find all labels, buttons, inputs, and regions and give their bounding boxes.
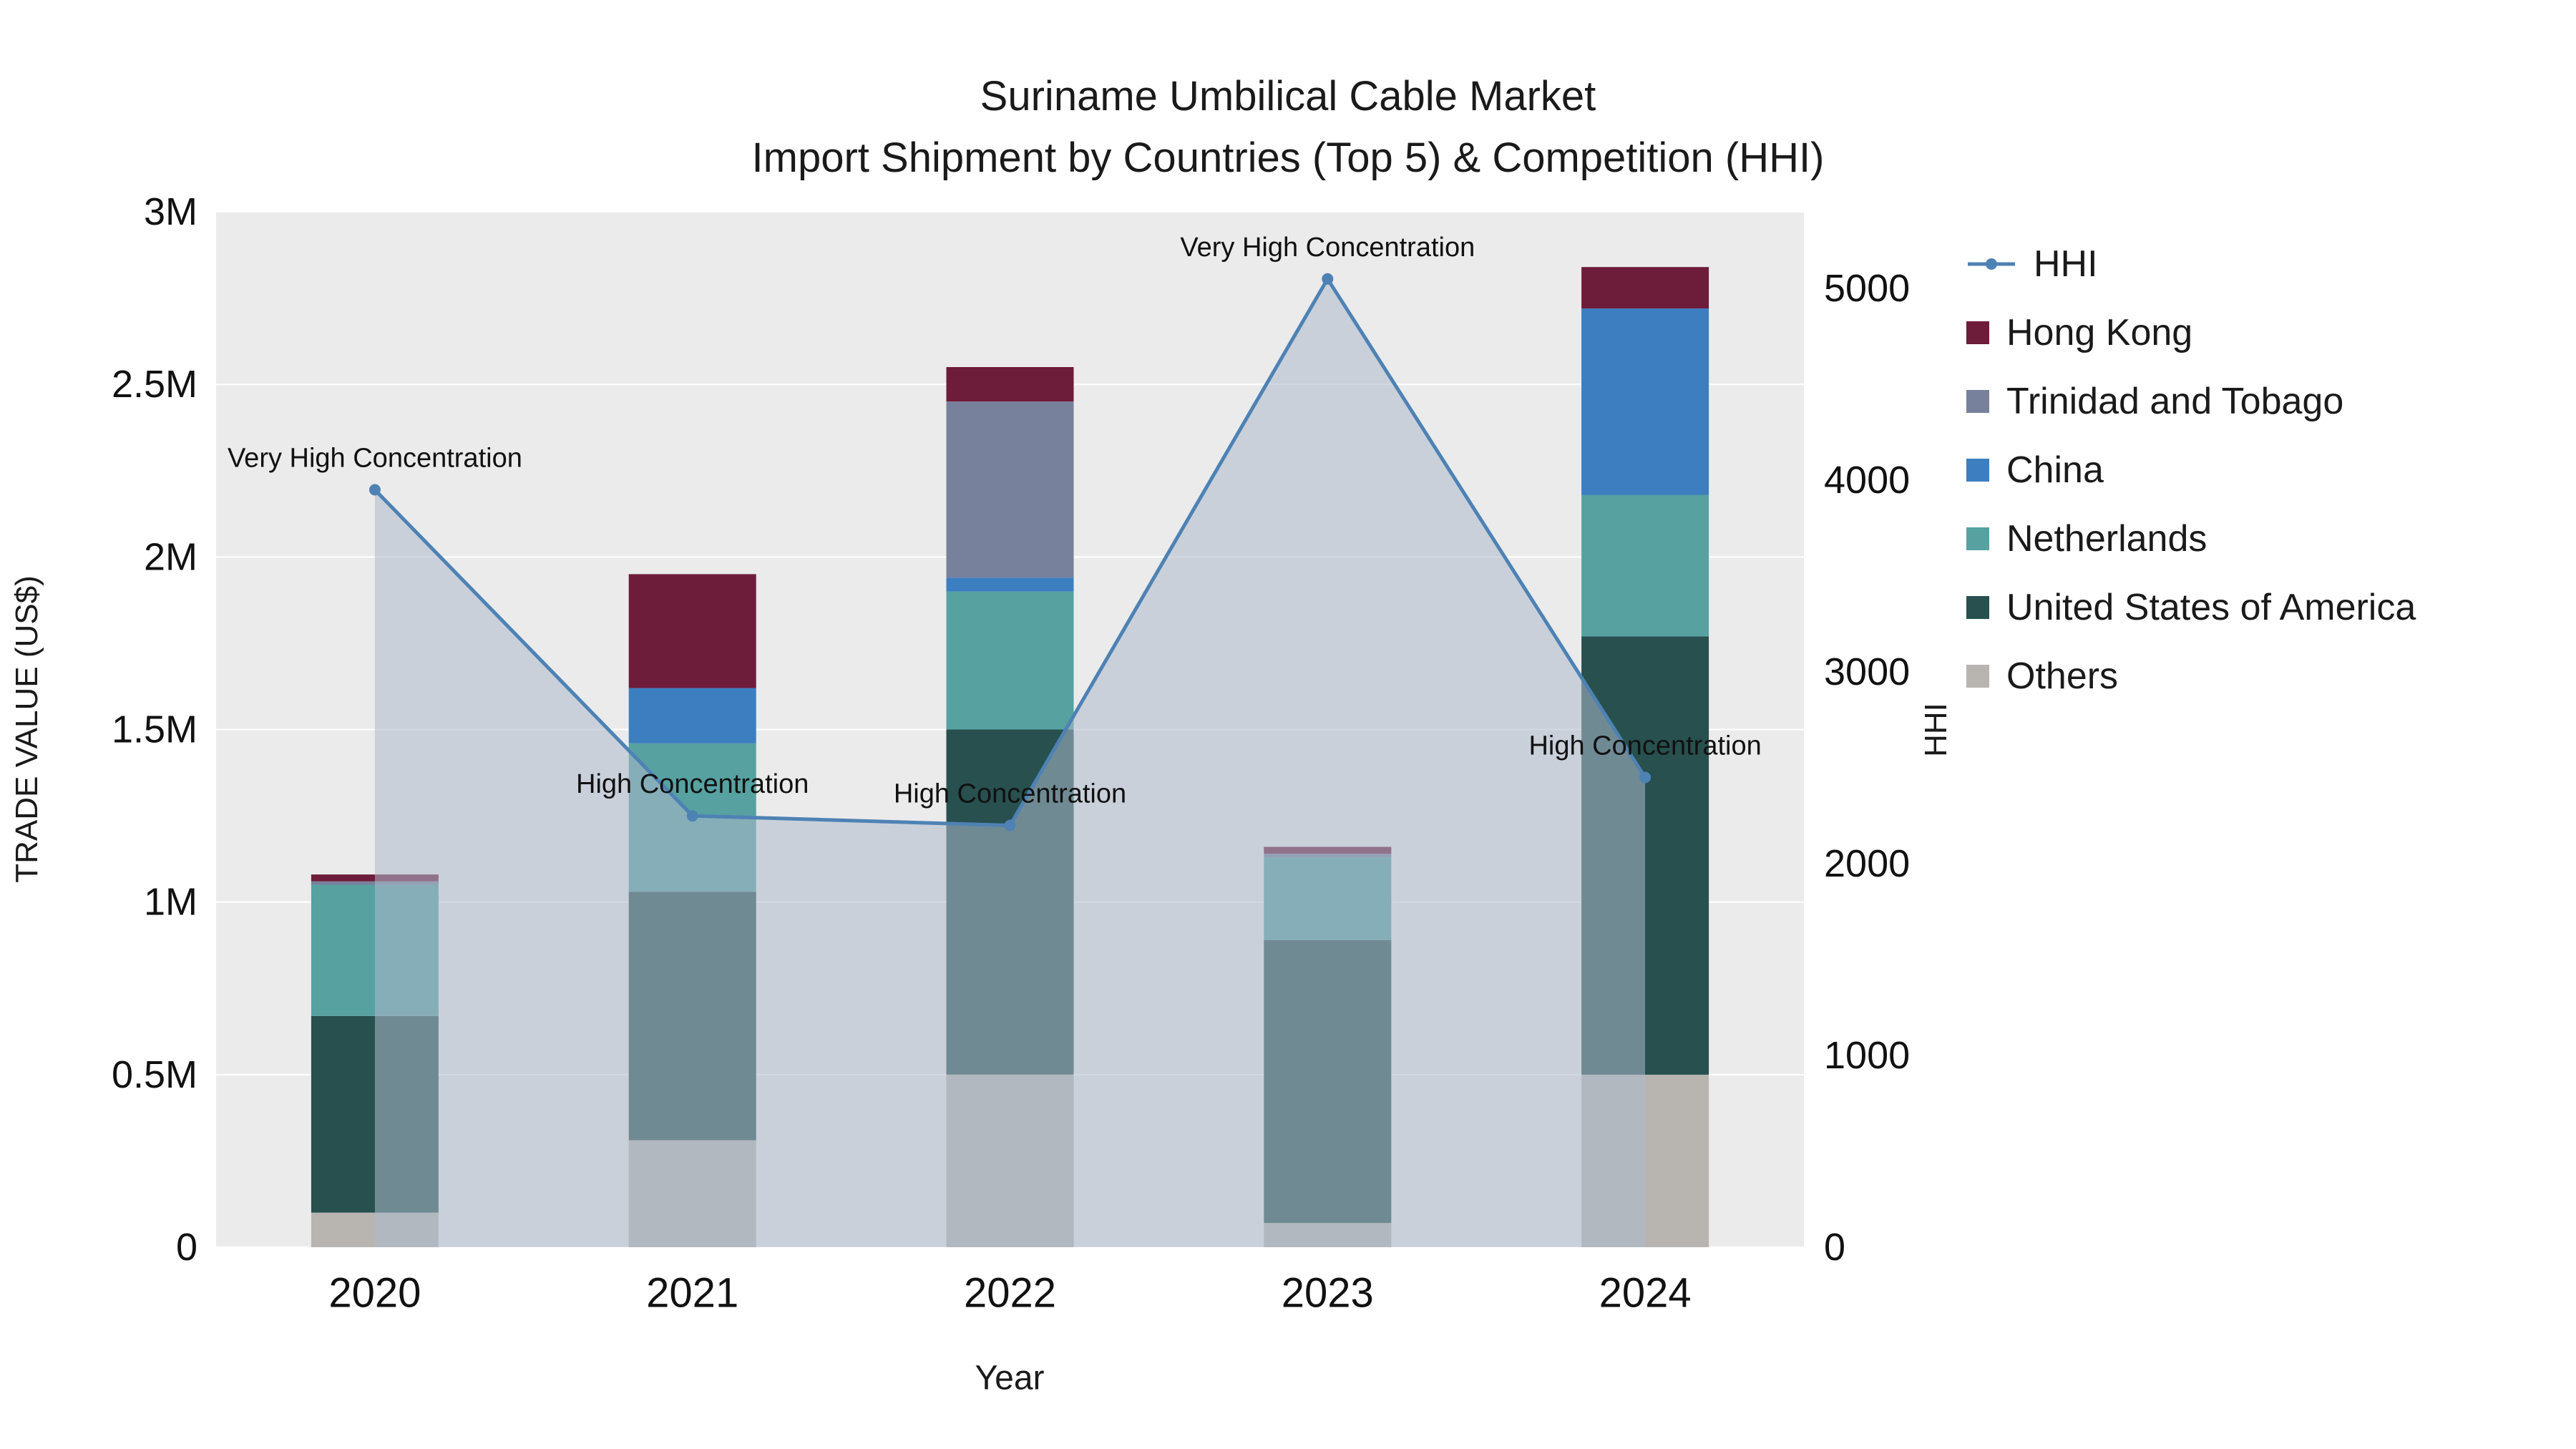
bar-segment-hong-kong-2024[interactable] [1581, 267, 1709, 309]
legend-item-china[interactable]: China [1966, 448, 2416, 492]
legend-item-united-states-of-america[interactable]: United States of America [1966, 585, 2416, 630]
legend-item-label: Trinidad and Tobago [2006, 381, 2344, 422]
legend-line-swatch [1968, 258, 2015, 270]
y-right-tick-3000: 3000 [1824, 650, 1910, 693]
x-tick-2020: 2020 [328, 1270, 421, 1317]
y-left-tick-2M: 2M [144, 535, 197, 578]
legend-color-swatch [1966, 390, 1989, 413]
y-axis-title-left: TRADE VALUE (US$) [9, 575, 44, 883]
legend-item-label: Hong Kong [2006, 312, 2193, 353]
legend-item-netherlands[interactable]: Netherlands [1966, 517, 2416, 561]
legend-color-swatch [1966, 459, 1989, 482]
bar-segment-hong-kong-2022[interactable] [946, 367, 1074, 402]
bar-segment-netherlands-2024[interactable] [1581, 494, 1709, 637]
legend-item-label: United States of America [2006, 587, 2416, 628]
hhi-area [374, 278, 1646, 1247]
legend-item-label: HHI [2034, 243, 2098, 285]
hhi-point-2022[interactable] [1004, 819, 1016, 831]
bar-segment-trinidad-and-tobago-2022[interactable] [946, 401, 1074, 578]
y-left-tick-3M: 3M [144, 190, 197, 233]
chart-title: Suriname Umbilical Cable Market Import S… [0, 66, 2576, 189]
bar-segment-china-2022[interactable] [946, 577, 1074, 592]
legend-item-label: China [2006, 449, 2104, 491]
annotation-2020: Very High Concentration [228, 444, 522, 474]
bar-segment-china-2024[interactable] [1581, 308, 1709, 495]
bar-segment-hong-kong-2021[interactable] [628, 574, 756, 688]
legend-color-swatch [1966, 527, 1989, 550]
legend-item-hhi[interactable]: HHI [1966, 242, 2416, 286]
legend: HHI Hong Kong Trinidad and Tobago China Neth… [1966, 242, 2416, 723]
y-left-tick-2.5M: 2.5M [112, 363, 197, 406]
y-right-tick-4000: 4000 [1824, 459, 1910, 502]
legend-item-trinidad-and-tobago[interactable]: Trinidad and Tobago [1966, 379, 2416, 424]
y-left-tick-1M: 1M [144, 881, 197, 924]
chart-title-line1: Suriname Umbilical Cable Market [980, 73, 1596, 119]
x-tick-2023: 2023 [1282, 1270, 1374, 1317]
y-left-tick-0.5M: 0.5M [112, 1053, 197, 1096]
hhi-point-2021[interactable] [686, 810, 698, 822]
y-left-tick-0: 0 [176, 1226, 197, 1269]
x-axis-title: Year [975, 1359, 1045, 1397]
y-right-tick-5000: 5000 [1824, 267, 1910, 310]
legend-item-hong-kong[interactable]: Hong Kong [1966, 311, 2416, 355]
annotation-2023: Very High Concentration [1180, 233, 1475, 263]
hhi-point-2024[interactable] [1639, 771, 1652, 784]
bar-segment-china-2021[interactable] [628, 688, 756, 743]
x-tick-2021: 2021 [646, 1270, 738, 1317]
y-left-tick-1.5M: 1.5M [112, 708, 197, 751]
y-axis-title-right: HHI [1918, 703, 1953, 757]
bar-segment-netherlands-2022[interactable] [946, 591, 1074, 730]
legend-item-label: Netherlands [2006, 518, 2207, 560]
chart-title-line2: Import Shipment by Countries (Top 5) & C… [751, 135, 1825, 181]
legend-item-others[interactable]: Others [1966, 654, 2416, 698]
y-right-tick-2000: 2000 [1824, 842, 1910, 885]
x-tick-2024: 2024 [1599, 1270, 1692, 1317]
legend-color-swatch [1966, 665, 1989, 688]
annotation-2021: High Concentration [576, 769, 809, 799]
y-right-tick-1000: 1000 [1824, 1034, 1910, 1077]
hhi-point-2020[interactable] [369, 484, 381, 496]
legend-color-swatch [1966, 321, 1989, 344]
x-tick-2022: 2022 [964, 1270, 1056, 1317]
annotation-2024: High Concentration [1528, 731, 1761, 761]
legend-item-label: Others [2006, 655, 2119, 697]
hhi-point-2023[interactable] [1322, 273, 1334, 285]
legend-color-swatch [1966, 596, 1989, 619]
y-right-tick-0: 0 [1824, 1226, 1845, 1269]
annotation-2022: High Concentration [894, 779, 1126, 809]
